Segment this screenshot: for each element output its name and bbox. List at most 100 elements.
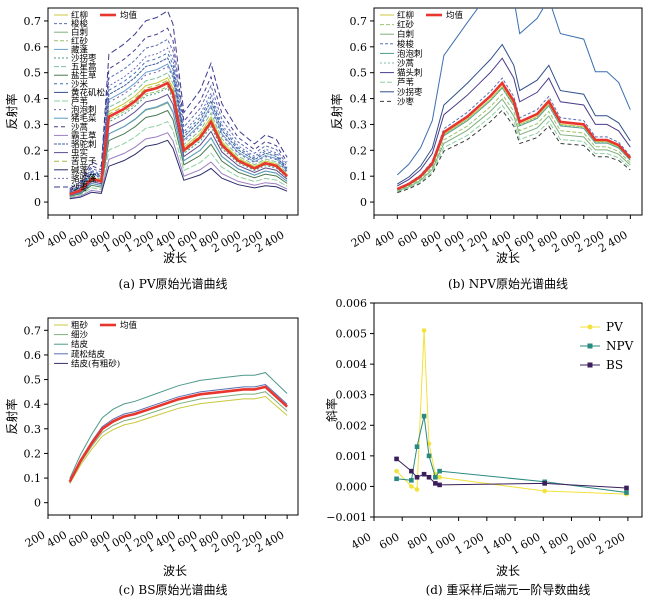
plot-area xyxy=(69,10,289,200)
series-line-5 xyxy=(69,87,288,196)
y-tick-label: 0.5 xyxy=(24,67,42,80)
plot-frame xyxy=(373,302,643,518)
series-point xyxy=(542,481,547,486)
x-tick-label: 1 000 xyxy=(424,530,458,557)
series-point xyxy=(437,468,442,474)
series-point xyxy=(542,488,547,494)
legend-label: 沙枣 xyxy=(397,96,415,107)
y-tick-label: −0.001 xyxy=(326,511,367,524)
mean-line xyxy=(68,385,288,483)
x-tick-label: 2 200 xyxy=(594,530,628,557)
plot-area xyxy=(396,8,632,194)
x-tick-label: 200 xyxy=(349,228,374,250)
x-axis-label: 波长 xyxy=(163,564,187,578)
series-point xyxy=(394,476,399,482)
y-axis-label: 斜率 xyxy=(324,398,339,422)
y-axis-label: 反射率 xyxy=(329,93,344,129)
x-tick-label: 2 000 xyxy=(565,530,599,557)
legend-label: BS xyxy=(606,358,623,372)
series-point xyxy=(409,484,414,489)
y-tick-label: 0.3 xyxy=(350,118,368,131)
series-line-7 xyxy=(397,104,631,193)
y-tick-label: 0.2 xyxy=(24,144,42,157)
panel-caption: (b) NPV原始光谱曲线 xyxy=(448,277,568,291)
x-tick-label: 400 xyxy=(349,530,374,552)
legend-label: 红柳 xyxy=(71,10,88,21)
legend-label: 梭梭 xyxy=(71,19,89,30)
series-line-18 xyxy=(69,139,288,200)
series-line-0 xyxy=(69,395,288,485)
legend-label: 芦苇 xyxy=(71,96,88,107)
series-line-2 xyxy=(69,372,288,479)
legend-label: 藏蓬 xyxy=(71,44,89,55)
x-tick-label: 1 400 xyxy=(481,530,515,557)
legend-label: 结皮 xyxy=(71,339,89,350)
x-axis-label: 波长 xyxy=(496,251,520,265)
y-axis-label: 反射率 xyxy=(4,93,19,129)
legend-label: 细沙 xyxy=(71,330,89,341)
series-line-6 xyxy=(397,57,631,187)
series-point xyxy=(421,328,427,333)
y-tick-label: 0.7 xyxy=(24,15,42,28)
series-line-19 xyxy=(69,47,288,192)
series-line-13 xyxy=(69,27,288,191)
legend-label: 红砂 xyxy=(71,36,89,47)
y-tick-label: 0.006 xyxy=(336,297,368,310)
y-tick-label: 0.4 xyxy=(350,93,368,106)
legend-marker xyxy=(587,343,593,349)
y-tick-label: 0.1 xyxy=(24,170,42,183)
series-point xyxy=(394,468,399,474)
legend-label: 红砂 xyxy=(397,20,415,31)
legend-label: 五星蒿 xyxy=(71,62,97,73)
series-point xyxy=(414,444,420,449)
legend-label: 盐生草 xyxy=(71,70,97,81)
x-tick-label: 1 600 xyxy=(509,530,543,557)
y-tick-label: 0.7 xyxy=(350,15,368,28)
series-point xyxy=(426,453,432,459)
y-tick-label: 0.005 xyxy=(336,328,368,341)
y-tick-label: 0 xyxy=(34,497,41,510)
series-line-4 xyxy=(69,386,288,482)
series-line-10 xyxy=(69,120,288,198)
legend-label: 白刺 xyxy=(397,29,414,40)
y-tick-label: 0.1 xyxy=(24,472,42,485)
series-point xyxy=(394,456,399,462)
legend-label: 猪毛菜 xyxy=(71,113,97,124)
y-tick-label: 0.6 xyxy=(24,349,42,362)
x-tick-label: 1 800 xyxy=(537,530,571,557)
series-line-11 xyxy=(69,66,288,194)
legend-label: 骆驼刺 xyxy=(71,139,97,150)
series-point xyxy=(409,468,414,474)
y-tick-label: 0.6 xyxy=(24,41,42,54)
series-line-10 xyxy=(396,8,631,176)
plot-area xyxy=(394,328,629,497)
legend-label: 猫头刺 xyxy=(397,68,423,79)
legend-label: 霸王草 xyxy=(71,130,97,141)
y-tick-label: 0.004 xyxy=(336,358,368,371)
x-tick-label: 600 xyxy=(377,530,402,552)
panel-caption: (c) BS原始光谱曲线 xyxy=(119,583,228,597)
series-line-9 xyxy=(397,109,631,194)
y-axis-label: 反射率 xyxy=(4,398,19,434)
series-point xyxy=(409,478,414,483)
y-tick-label: 0.5 xyxy=(350,67,368,80)
x-tick-label: 1 200 xyxy=(453,530,487,557)
panel-caption: (a) PV原始光谱曲线 xyxy=(118,277,227,291)
y-tick-label: 0.3 xyxy=(24,118,42,131)
series-line-1 xyxy=(69,391,288,484)
legend-label: 沙蒿 xyxy=(397,58,414,69)
legend-label: 结皮(有粗砂) xyxy=(71,358,120,369)
legend-label-mean: 均值 xyxy=(120,10,138,21)
series-line-1 xyxy=(397,93,631,191)
series-line-8 xyxy=(397,43,631,185)
y-tick-label: 0.7 xyxy=(24,324,42,337)
legend-label: 黄花矶松 xyxy=(71,87,106,98)
legend-label: 白刺 xyxy=(71,27,88,38)
legend-label: 芦苇 xyxy=(397,77,414,88)
series-line-20 xyxy=(69,10,288,190)
series-line-1 xyxy=(69,38,288,192)
